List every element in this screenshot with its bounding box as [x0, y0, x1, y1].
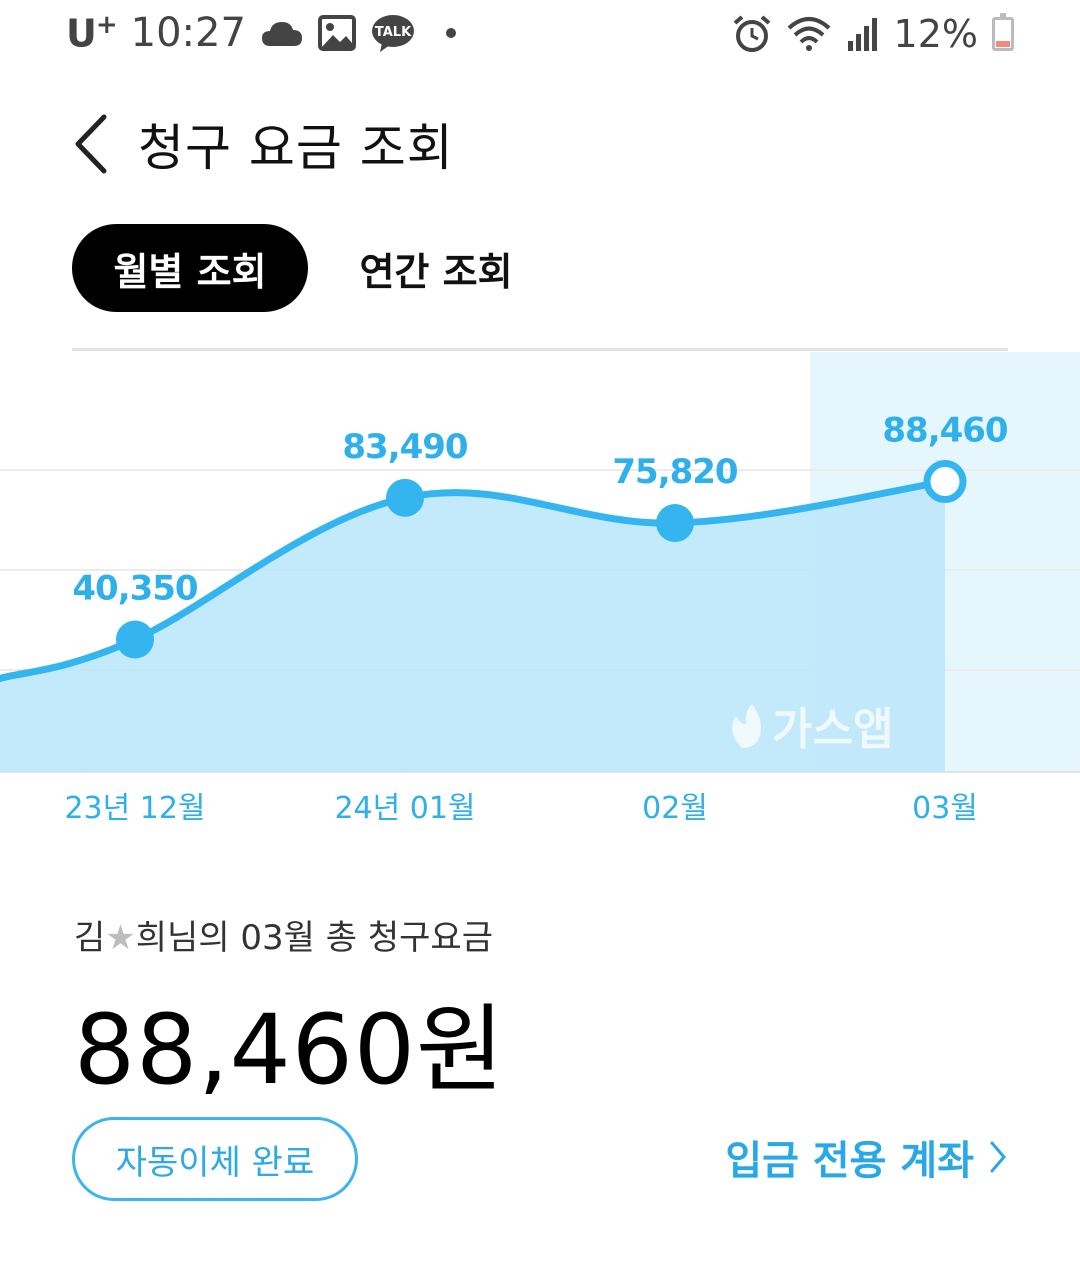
alarm-icon: [733, 15, 770, 52]
status-left: U+ 10:27 TALK: [66, 10, 456, 56]
tab-monthly[interactable]: 월별 조회: [72, 224, 308, 312]
customer-name-prefix: 김: [74, 918, 106, 958]
bill-chart-svg: 가스앱 40,350 23년 12월 83,490 24년 01월 75,820 02월 88…: [0, 352, 1080, 826]
total-amount: 88,460원: [74, 994, 506, 1106]
signal-icon: [847, 18, 877, 51]
flame-icon: [732, 704, 761, 748]
carrier-label: U+: [66, 10, 118, 56]
header: 청구 요금 조회: [70, 108, 454, 180]
divider: [72, 348, 1008, 351]
x-tick-label: 02월: [642, 791, 708, 826]
deposit-account-label: 입금 전용 계좌: [725, 1138, 974, 1184]
kakaotalk-icon: TALK: [371, 15, 414, 52]
status-right: 12%: [732, 12, 1014, 56]
back-button[interactable]: [70, 109, 120, 179]
x-tick-label: 24년 01월: [334, 791, 475, 826]
wifi-icon: [787, 17, 830, 51]
data-label: 83,490: [342, 427, 468, 467]
watermark-text: 가스앱: [772, 704, 893, 755]
data-point: [656, 504, 694, 543]
tab-yearly[interactable]: 연간 조회: [359, 249, 513, 294]
tab-bar: 월별 조회 연간 조회: [72, 224, 556, 312]
deposit-account-link[interactable]: 입금 전용 계좌: [725, 1128, 1008, 1186]
x-tick-label: 03월: [912, 791, 978, 826]
chevron-left-icon: [75, 114, 107, 174]
clock: 10:27: [130, 10, 246, 56]
data-label: 75,820: [612, 452, 738, 492]
data-label: 88,460: [882, 411, 1008, 451]
cloud-icon: [261, 22, 302, 46]
area-fill: [0, 481, 945, 772]
status-bar: U+ 10:27 TALK: [0, 0, 1080, 76]
summary-label: 김★희님의 03월 총 청구요금: [74, 910, 493, 959]
data-label: 40,350: [72, 569, 198, 609]
bill-chart: 가스앱 40,350 23년 12월 83,490 24년 01월 75,820 02월 88…: [0, 352, 1080, 832]
name-mask-star-icon: ★: [105, 918, 136, 958]
kakao-badge-text: TALK: [375, 25, 412, 40]
summary-label-text: 희님의 03월 총 청구요금: [135, 918, 493, 958]
data-point: [116, 620, 154, 659]
page-title: 청구 요금 조회: [138, 119, 454, 177]
data-point-highlighted: [923, 460, 967, 504]
chevron-right-icon: [990, 1141, 1006, 1173]
data-point: [386, 478, 424, 517]
gallery-icon: [317, 15, 356, 51]
autopay-status-button[interactable]: 자동이체 완료: [72, 1117, 358, 1201]
notification-dot-icon: [445, 28, 456, 38]
battery-percent: 12%: [893, 12, 978, 56]
battery-icon: [992, 13, 1014, 51]
x-tick-label: 23년 12월: [64, 791, 205, 826]
